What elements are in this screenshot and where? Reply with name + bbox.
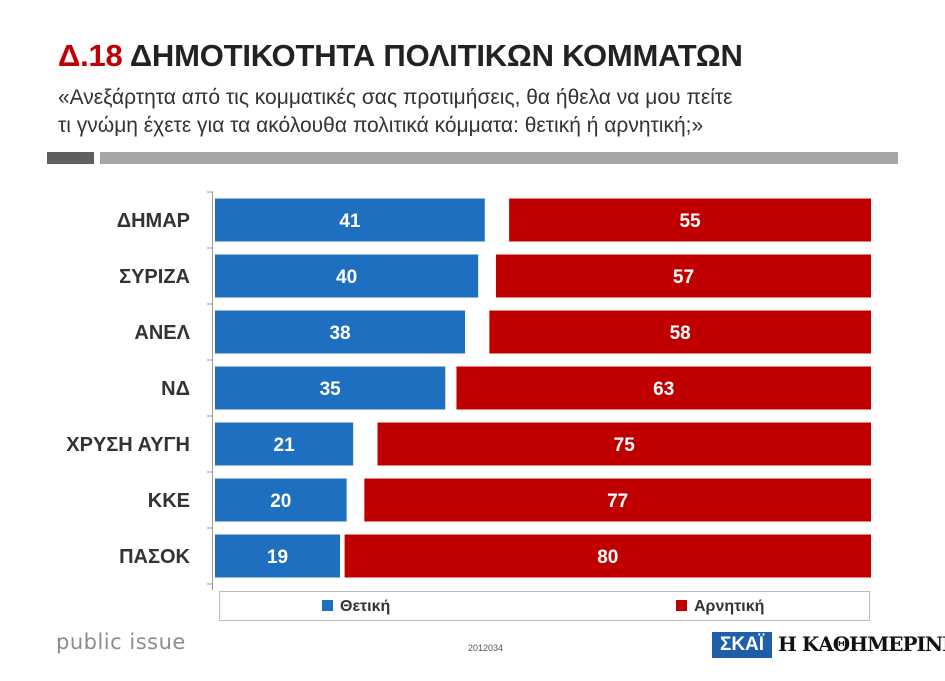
- skai-logo: ΣΚΑΪ: [712, 632, 772, 658]
- category-label: ΑΝΕΛ: [134, 322, 190, 344]
- legend-item-negative: Αρνητική: [676, 598, 764, 616]
- bar-negative: [489, 310, 871, 354]
- bar-positive: [215, 366, 446, 410]
- slide-title: ΔΗΜΟΤΙΚΟΤΗΤΑ ΠΟΛΙΤΙΚΩΝ ΚΟΜΜΑΤΩΝ: [129, 38, 743, 73]
- category-label: ΔΗΜΑΡ: [117, 210, 190, 232]
- legend-label-positive: Θετική: [340, 598, 391, 615]
- page-title: Δ.18 ΔΗΜΟΤΙΚΟΤΗΤΑ ΠΟΛΙΤΙΚΩΝ ΚΟΜΜΑΤΩΝ: [58, 38, 743, 74]
- kathimerini-logo: Η ΚΑΘΗΜΕΡΙΝΗ: [778, 632, 945, 656]
- legend-label-negative: Αρνητική: [694, 598, 765, 615]
- bar-positive: [215, 198, 485, 242]
- data-label-positive: 21: [274, 435, 296, 456]
- bar-negative: [509, 198, 871, 242]
- legend-swatch-negative: [676, 600, 687, 611]
- public-issue-logo: public issue: [56, 630, 186, 654]
- category-label: ΣΥΡΙΖΑ: [119, 266, 190, 288]
- document-code: 2012034: [468, 643, 504, 653]
- question-line-1: «Ανεξάρτητα από τις κομματικές σας προτι…: [58, 86, 733, 109]
- bar-positive: [215, 534, 341, 578]
- header-rule-dark: [47, 152, 94, 164]
- bar-negative: [456, 366, 871, 410]
- bar-positive: [215, 310, 466, 354]
- bar-negative: [377, 422, 871, 466]
- chart-legend: Θετική Αρνητική: [219, 591, 870, 621]
- bar-positive: [215, 254, 479, 298]
- category-label: ΝΔ: [161, 378, 190, 400]
- bar-negative: [344, 534, 872, 578]
- category-label: ΚΚΕ: [148, 490, 190, 512]
- question-text: «Ανεξάρτητα από τις κομματικές σας προτι…: [58, 84, 858, 140]
- data-label-positive: 40: [336, 267, 357, 288]
- data-label-positive: 35: [320, 379, 342, 400]
- bar-positive: [215, 478, 347, 522]
- category-label: ΠΑΣΟΚ: [119, 546, 190, 568]
- data-label-negative: 75: [614, 435, 636, 456]
- question-line-2: τι γνώμη έχετε για τα ακόλουθα πολιτικά …: [58, 114, 704, 137]
- data-label-positive: 20: [270, 491, 291, 512]
- data-label-negative: 63: [653, 379, 674, 400]
- bar-negative: [495, 254, 871, 298]
- data-label-positive: 38: [329, 323, 350, 344]
- bar-negative: [364, 478, 871, 522]
- legend-item-positive: Θετική: [322, 598, 390, 616]
- header-rule-light: [100, 152, 898, 164]
- slide-code: Δ.18: [58, 38, 123, 73]
- bar-positive: [215, 422, 354, 466]
- category-label: ΧΡΥΣΗ ΑΥΓΗ: [66, 434, 190, 456]
- data-label-negative: 58: [670, 323, 691, 344]
- data-label-negative: 77: [607, 491, 628, 512]
- legend-swatch-positive: [322, 600, 333, 611]
- data-label-negative: 57: [673, 267, 694, 288]
- data-label-negative: 80: [597, 547, 618, 568]
- data-label-negative: 55: [679, 211, 701, 232]
- data-label-positive: 19: [267, 547, 288, 568]
- data-label-positive: 41: [339, 211, 361, 232]
